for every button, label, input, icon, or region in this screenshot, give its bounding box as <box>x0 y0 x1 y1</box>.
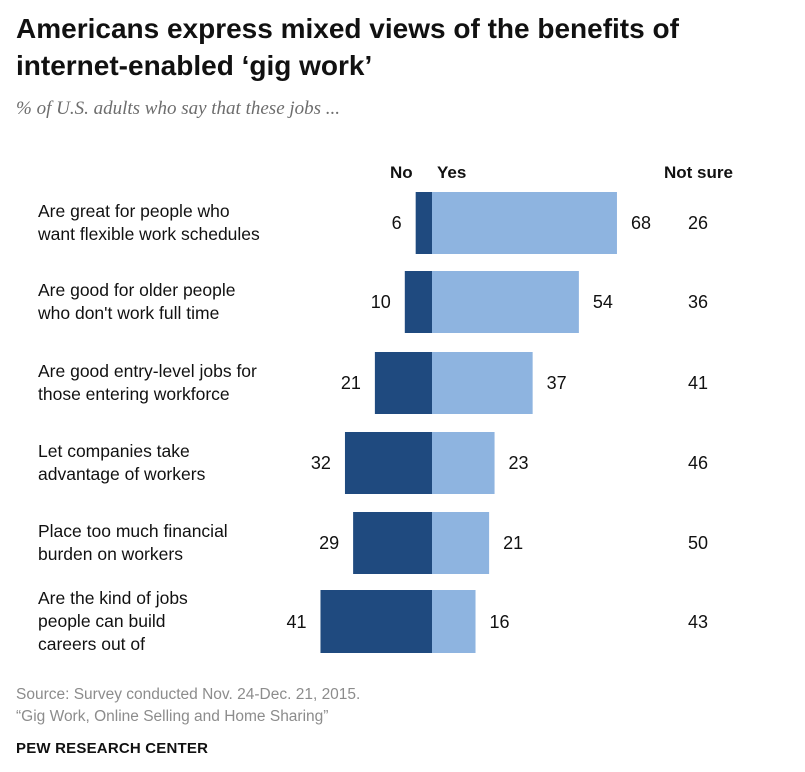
row-label-2: Are good for older people who don't work … <box>38 279 308 325</box>
row-label-line: careers out of <box>38 634 145 654</box>
bar-no-3 <box>374 352 432 414</box>
row-label-5: Place too much financial burden on worker… <box>38 520 308 566</box>
value-yes-1: 68 <box>630 213 651 233</box>
value-not-sure-2: 36 <box>688 292 709 312</box>
value-not-sure-6: 43 <box>688 611 709 632</box>
value-yes-2: 54 <box>592 292 613 312</box>
bar-yes-5 <box>432 512 490 574</box>
source-line-1: Source: Survey conducted Nov. 24-Dec. 21… <box>16 686 361 703</box>
value-no-1: 6 <box>391 213 402 233</box>
row-label-line: Are the kind of jobs <box>38 588 188 608</box>
row-label-line: people can build <box>38 611 166 631</box>
row-label-line: Place too much financial <box>38 521 228 541</box>
value-yes-3: 37 <box>546 373 567 393</box>
source-line-2: “Gig Work, Online Selling and Home Shari… <box>16 708 329 725</box>
chart-subtitle: % of U.S. adults who say that these jobs… <box>16 98 341 119</box>
row-label-6: Are the kind of jobs people can build care… <box>38 587 308 656</box>
value-yes-4: 23 <box>508 453 529 473</box>
column-header-no: No <box>390 163 413 182</box>
column-header-not-sure: Not sure <box>664 163 733 182</box>
value-not-sure-1: 26 <box>688 213 709 233</box>
bar-yes-2 <box>432 271 579 333</box>
row-label-line: burden on workers <box>38 544 183 564</box>
value-not-sure-5: 50 <box>688 533 709 553</box>
value-no-6: 41 <box>286 611 307 632</box>
value-no-5: 29 <box>319 533 340 553</box>
bar-no-1 <box>415 192 432 254</box>
bar-yes-6 <box>432 590 476 653</box>
bar-no-5 <box>353 512 432 574</box>
bar-no-6 <box>320 590 432 653</box>
bar-yes-3 <box>432 352 533 414</box>
row-label-line: those entering workforce <box>38 384 230 404</box>
row-label-line: who don't work full time <box>38 303 220 323</box>
value-no-4: 32 <box>310 453 331 473</box>
value-no-3: 21 <box>340 373 361 393</box>
value-yes-6: 16 <box>489 611 510 632</box>
bar-no-4 <box>344 432 432 494</box>
value-no-2: 10 <box>370 292 391 312</box>
column-header-yes: Yes <box>437 163 467 182</box>
row-label-line: Are great for people who <box>38 201 230 221</box>
chart-title: Americans express mixed views of the ben… <box>16 13 679 81</box>
row-label-line: advantage of workers <box>38 464 206 484</box>
row-label-3: Are good entry-level jobs for those enter… <box>38 360 308 406</box>
row-label-1: Are great for people who want flexible wo… <box>38 200 308 246</box>
value-yes-5: 21 <box>503 533 524 553</box>
bar-yes-1 <box>432 192 617 254</box>
row-label-line: want flexible work schedules <box>38 224 260 244</box>
row-label-line: Are good entry-level jobs for <box>38 361 257 381</box>
value-not-sure-3: 41 <box>688 373 709 393</box>
bar-no-2 <box>404 271 432 333</box>
pew-logo-text: PEW RESEARCH CENTER <box>16 740 209 757</box>
value-not-sure-4: 46 <box>688 453 709 473</box>
source-note: Source: Survey conducted Nov. 24-Dec. 21… <box>16 684 360 728</box>
row-label-4: Let companies take advantage of workers <box>38 440 308 486</box>
row-label-line: Let companies take <box>38 441 190 461</box>
diverging-bar-chart <box>320 192 617 653</box>
bar-yes-4 <box>432 432 495 494</box>
row-label-line: Are good for older people <box>38 280 236 300</box>
